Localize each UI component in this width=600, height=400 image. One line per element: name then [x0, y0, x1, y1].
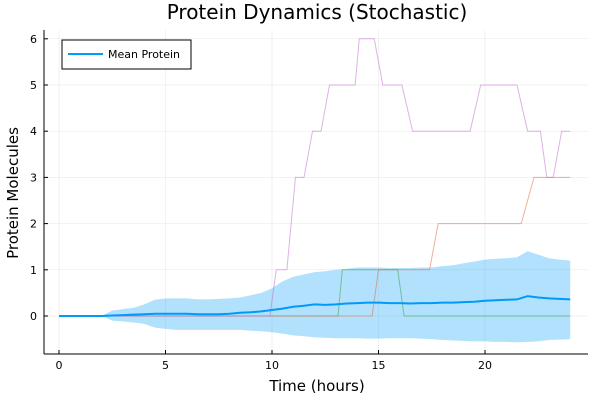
x-tick-label: 0: [56, 359, 63, 372]
x-tick-label: 20: [478, 359, 492, 372]
y-axis-label: Protein Molecules: [4, 127, 22, 259]
y-tick-label: 3: [30, 171, 37, 184]
y-tick-label: 4: [30, 125, 37, 138]
trajectory-orange-line: [59, 176, 571, 317]
x-axis-label: Time (hours): [268, 377, 364, 395]
y-tick-label: 0: [30, 310, 37, 323]
y-tick-label: 5: [30, 79, 37, 92]
legend: Mean Protein: [61, 39, 192, 70]
mean-series: [59, 295, 571, 317]
y-tick-label: 2: [30, 218, 37, 231]
x-tick-label: 15: [372, 359, 386, 372]
legend-label-mean-protein: Mean Protein: [108, 48, 180, 61]
band-area: [59, 251, 571, 343]
trajectory-purple-line: [59, 38, 571, 317]
x-tick-label: 5: [162, 359, 169, 372]
mean-protein-line: [59, 295, 571, 317]
y-tick-label: 6: [30, 33, 37, 46]
confidence-band: [59, 251, 571, 343]
y-tick-label: 1: [30, 264, 37, 277]
trajectories: [59, 38, 571, 317]
x-tick-label: 10: [265, 359, 279, 372]
axes: 0 5 10 15 20 0 1 2 3 4 5 6: [30, 30, 588, 372]
chart-title: Protein Dynamics (Stochastic): [167, 0, 468, 24]
